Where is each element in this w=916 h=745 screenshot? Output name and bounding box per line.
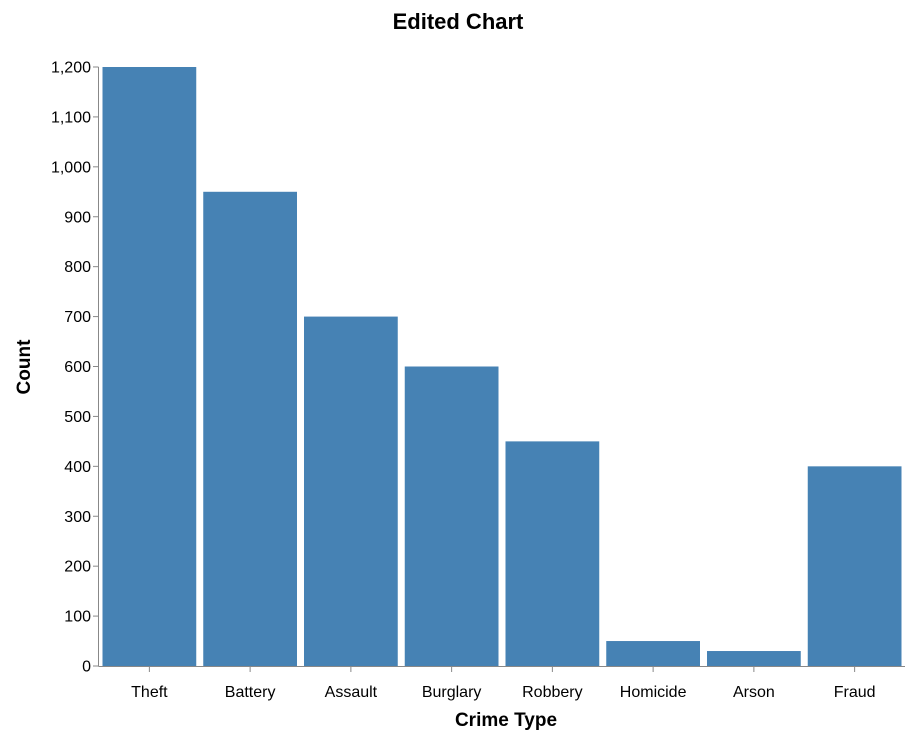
y-tick-label: 900 [64, 209, 91, 226]
y-tick-label: 500 [64, 409, 91, 426]
y-tick-label: 200 [64, 559, 91, 576]
x-tick-label: Assault [325, 684, 378, 701]
x-axis: Theft Battery Assault Burglary Robbery Homici… [98, 666, 905, 701]
y-tick-label: 1,200 [51, 60, 91, 77]
y-tick-label: 100 [64, 609, 91, 626]
x-tick-label: Fraud [834, 684, 876, 701]
bar-assault [304, 316, 398, 666]
y-tick-label: 800 [64, 259, 91, 276]
y-tick-label: 0 [82, 659, 91, 676]
x-tick-label: Arson [733, 684, 775, 701]
x-tick-label: Battery [225, 684, 276, 701]
x-tick-label: Theft [131, 684, 168, 701]
y-tick-label: 1,100 [51, 109, 91, 126]
y-tick-label: 300 [64, 509, 91, 526]
bar-arson [707, 651, 801, 666]
y-tick-label: 700 [64, 309, 91, 326]
x-tick-label: Burglary [422, 684, 482, 701]
bars-group [102, 67, 902, 666]
y-axis-title: Count [14, 339, 35, 395]
bar-burglary [404, 366, 499, 666]
y-tick-label: 400 [64, 459, 91, 476]
chart-title: Edited Chart [393, 9, 524, 34]
x-tick-label: Homicide [620, 684, 687, 701]
bar-fraud [807, 466, 902, 666]
x-axis-title: Crime Type [455, 710, 557, 731]
y-tick-label: 1,000 [51, 159, 91, 176]
x-tick-label: Robbery [522, 684, 582, 701]
bar-battery [203, 191, 297, 666]
bar-homicide [606, 641, 700, 666]
y-axis: 0 100 200 300 400 500 600 700 800 900 1,000 1,100 1,… [51, 60, 99, 676]
y-tick-label: 600 [64, 359, 91, 376]
bar-robbery [505, 441, 600, 666]
bar-theft [102, 67, 197, 666]
